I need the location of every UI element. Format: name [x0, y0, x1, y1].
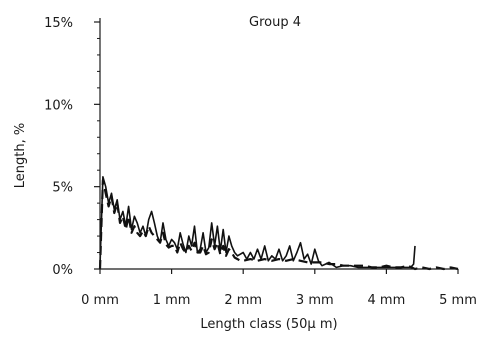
y-tick-label: 5%	[52, 181, 73, 196]
x-axis-title: Length class (50μ m)	[200, 317, 337, 332]
y-tick-label: 10%	[44, 98, 73, 113]
x-tick-label: 3 mm	[296, 293, 334, 308]
chart-title: Group 4	[249, 15, 301, 30]
x-tick-label: 2 mm	[224, 293, 262, 308]
plot-series-group	[98, 176, 459, 271]
x-tick-label: 1 mm	[153, 293, 191, 308]
x-tick-label: 5 mm	[439, 293, 477, 308]
x-axis-ticks: 0 mm 1 mm 2 mm 3 mm 4 mm 5 mm	[81, 269, 477, 308]
series-line-dashed	[98, 179, 459, 271]
series-line-solid	[99, 176, 416, 269]
x-tick-label: 0 mm	[81, 293, 119, 308]
y-axis-ticks: 0% 5% 10% 15%	[44, 16, 100, 278]
x-tick-label: 4 mm	[368, 293, 406, 308]
y-tick-label: 0%	[52, 263, 73, 278]
y-tick-label: 15%	[44, 16, 73, 31]
y-axis-title: Length, %	[13, 123, 28, 188]
